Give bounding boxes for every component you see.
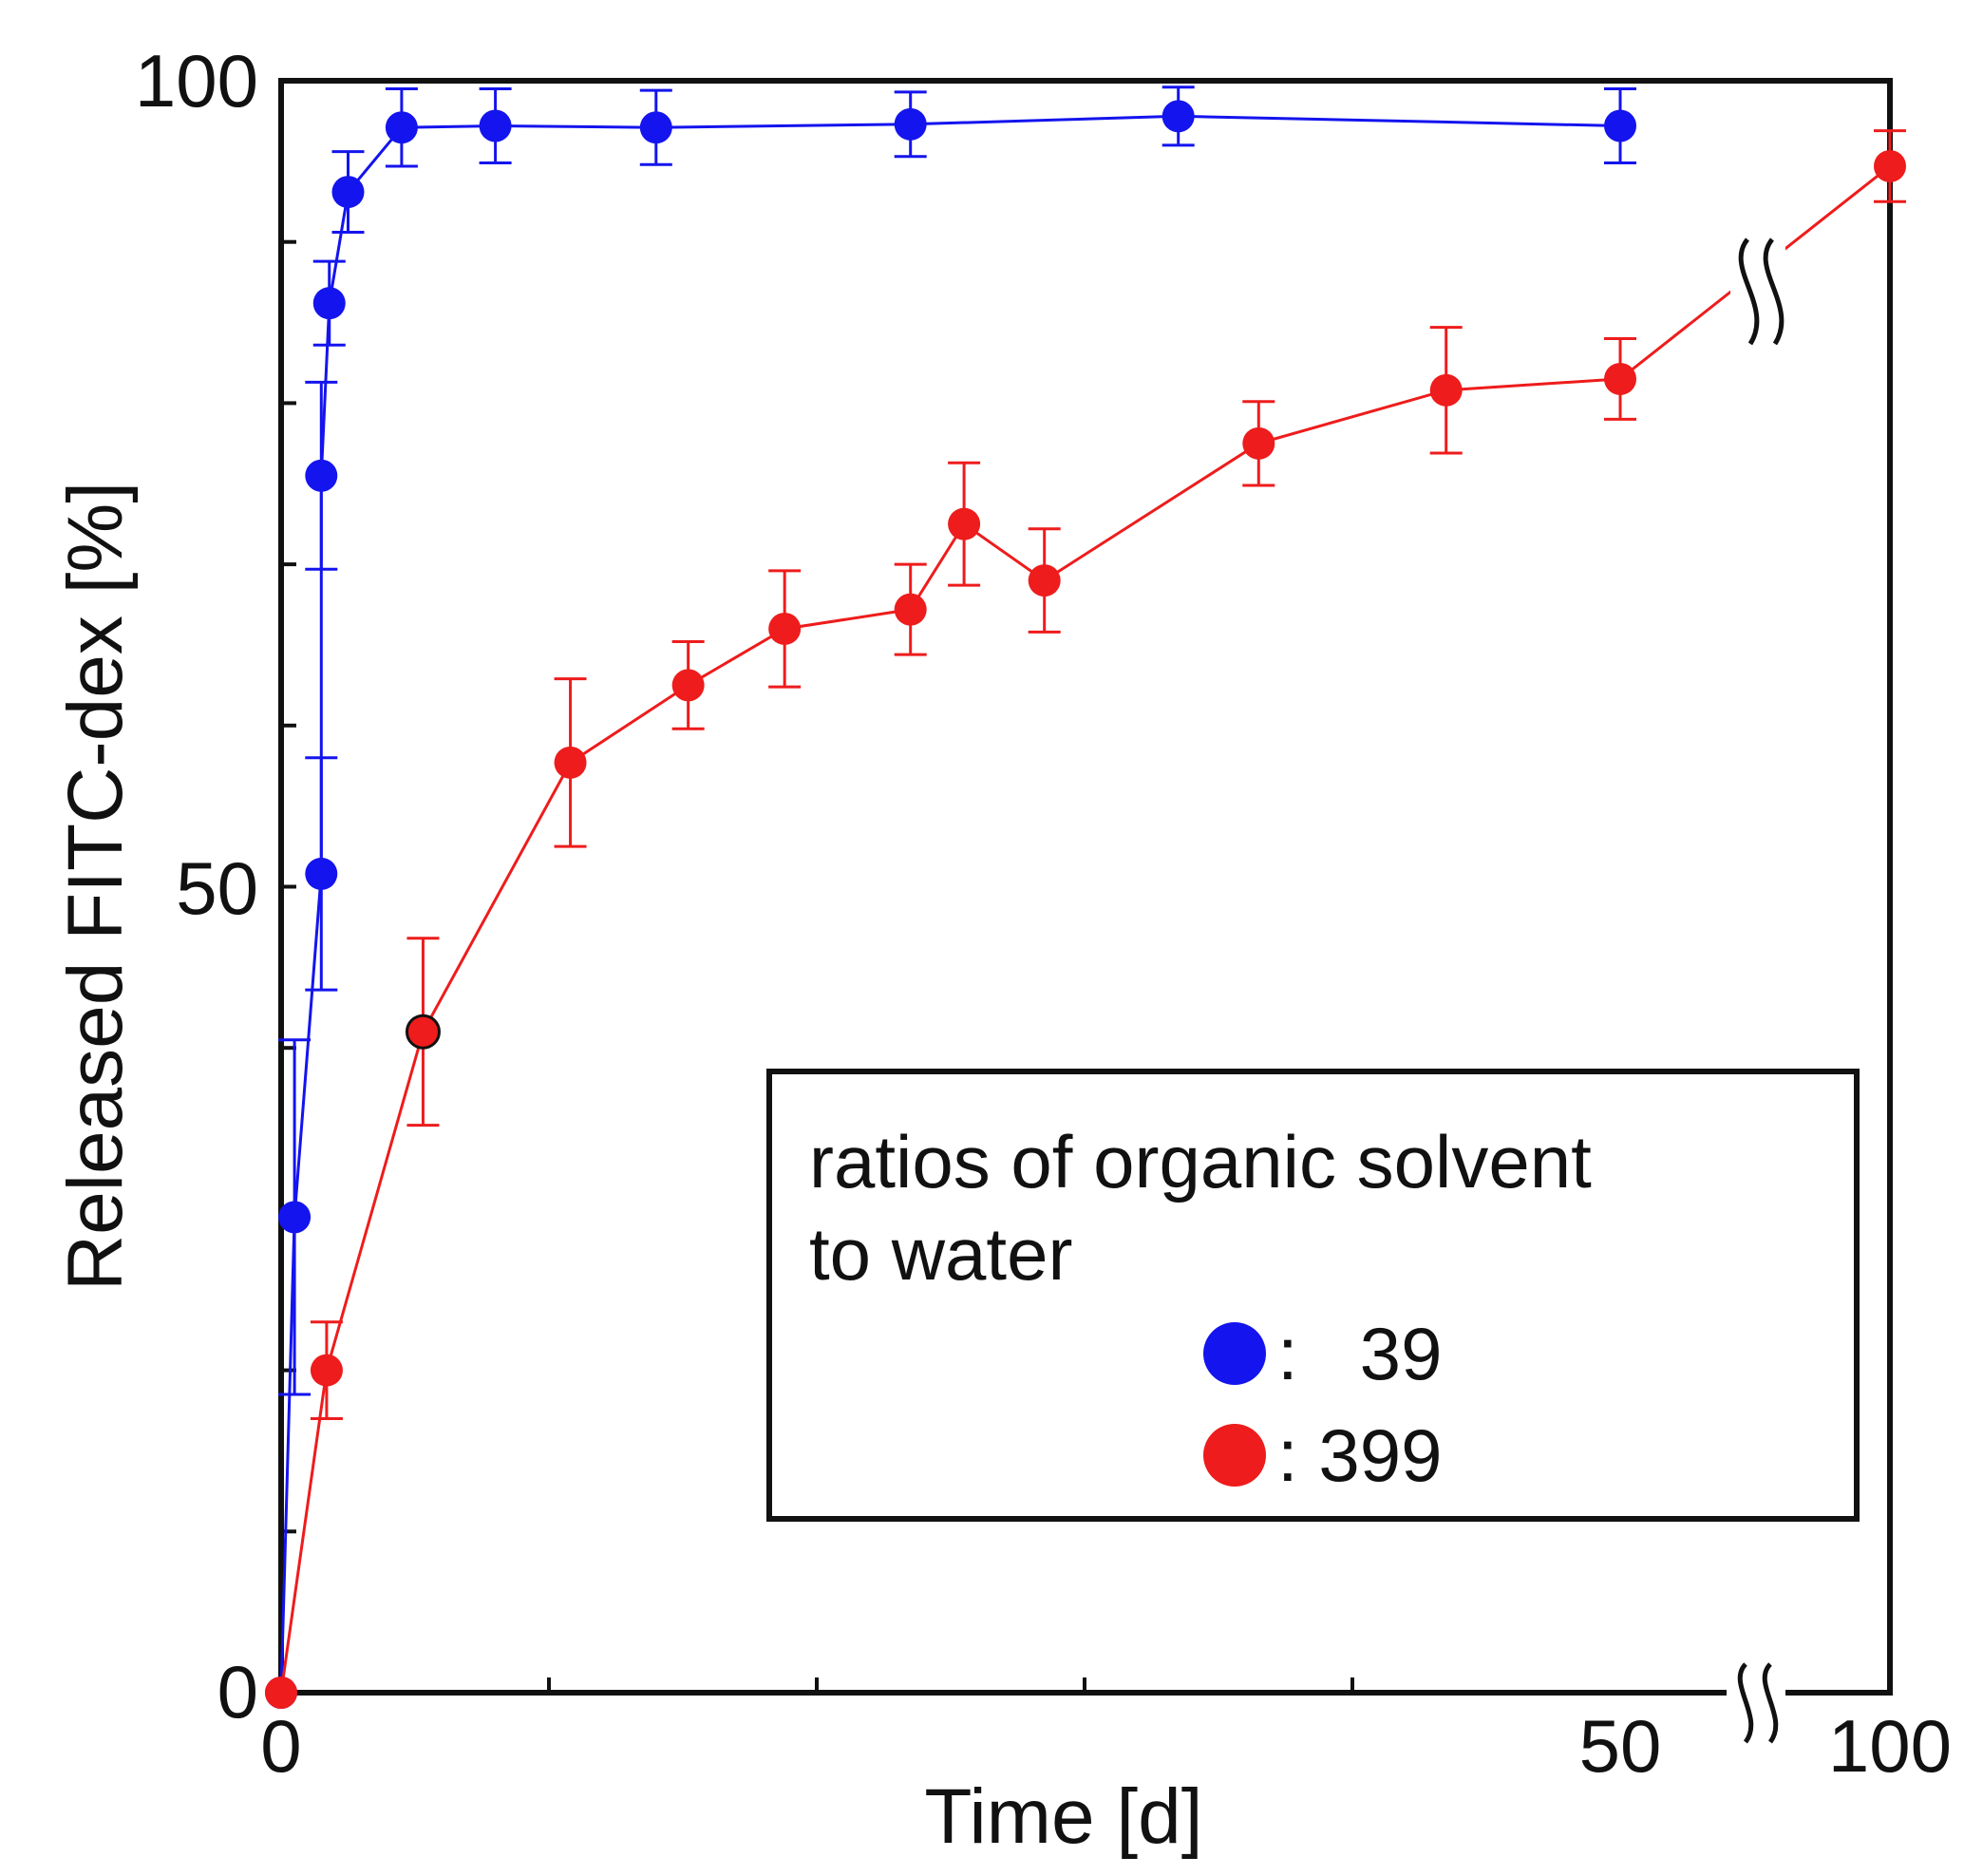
data-point-399-8 xyxy=(1028,564,1061,597)
legend-box xyxy=(766,1069,1860,1522)
legend-label-39: : 39 xyxy=(1277,1312,1442,1395)
legend-title-line-1: ratios of organic solvent xyxy=(809,1120,1592,1203)
x-tick-label-100: 100 xyxy=(1828,1704,1952,1788)
series-399-break-mark xyxy=(1730,237,1785,346)
legend: ratios of organic solvent to water : 39 … xyxy=(766,1069,1860,1522)
data-point-399-10 xyxy=(1429,373,1463,407)
data-point-39-6 xyxy=(385,111,418,144)
y-tick-label-50: 50 xyxy=(176,846,258,930)
x-axis-title: Time [d] xyxy=(924,1773,1202,1860)
y-axis-title: Released FITC-dex [%] xyxy=(52,482,139,1291)
data-point-39-11 xyxy=(1604,109,1636,142)
data-point-399-12 xyxy=(1874,149,1906,182)
data-point-39-1 xyxy=(278,1201,312,1234)
series-line-39 xyxy=(279,114,1621,1694)
legend-title-line-2: to water xyxy=(809,1212,1072,1296)
x-axis-break-mark xyxy=(1727,1662,1785,1744)
data-point-39-8 xyxy=(639,111,672,144)
data-point-399-1 xyxy=(310,1354,343,1387)
data-point-39-7 xyxy=(479,109,512,142)
data-point-39-9 xyxy=(894,107,927,141)
y-tick-label-0: 0 xyxy=(217,1650,258,1734)
data-point-399-4 xyxy=(671,669,705,702)
data-point-399-6 xyxy=(894,593,927,626)
data-point-399-0 xyxy=(265,1677,297,1709)
y-tick-label-100: 100 xyxy=(135,39,258,123)
x-tick-label-50: 50 xyxy=(1579,1704,1662,1788)
data-point-39-4 xyxy=(312,287,346,320)
data-point-399-2 xyxy=(405,1014,441,1050)
data-point-399-3 xyxy=(554,746,587,779)
data-points xyxy=(265,100,1906,1709)
data-point-399-9 xyxy=(1242,426,1275,460)
data-point-399-11 xyxy=(1604,362,1636,395)
data-point-39-2 xyxy=(305,857,338,890)
legend-label-399: : 399 xyxy=(1277,1413,1442,1497)
data-point-39-3 xyxy=(305,459,338,492)
legend-marker-399 xyxy=(1203,1424,1266,1487)
data-point-39-10 xyxy=(1161,100,1195,133)
x-tick-label-0: 0 xyxy=(260,1704,301,1788)
data-point-39-5 xyxy=(331,176,365,209)
data-point-399-5 xyxy=(768,612,802,645)
legend-marker-39 xyxy=(1203,1322,1266,1385)
data-point-399-7 xyxy=(948,507,981,540)
